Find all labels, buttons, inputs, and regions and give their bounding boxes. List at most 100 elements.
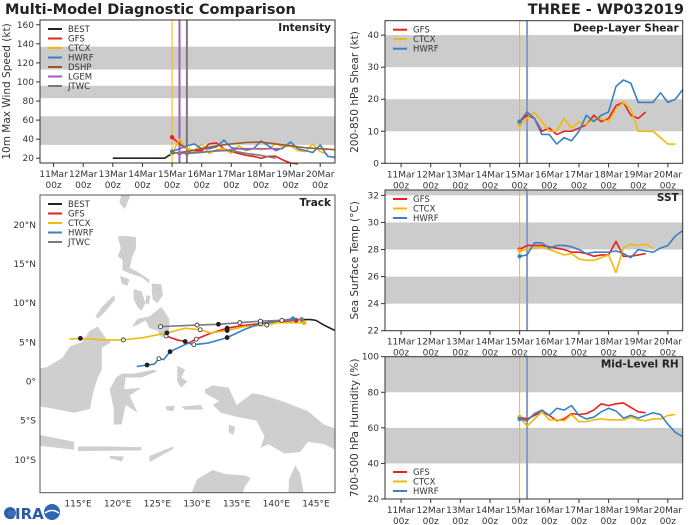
panel-title: Deep-Layer Shear	[573, 23, 679, 35]
x-tick-hour: 00z	[482, 517, 498, 525]
landmass	[40, 326, 112, 413]
x-tick-hour: 00z	[423, 349, 439, 359]
track-position-marker	[216, 321, 221, 327]
y-tick-label: 24	[368, 300, 380, 310]
x-tick-day: 12Mar	[69, 170, 98, 180]
x-tick-hour: 00z	[571, 181, 587, 191]
series-line-hwrf	[519, 79, 684, 145]
series-line-hwrf	[519, 404, 684, 438]
legend-label: CTCX	[413, 35, 436, 45]
x-tick-day: 14Mar	[476, 170, 505, 180]
legend-label: LGEM	[68, 73, 92, 83]
y-tick-label: 40	[368, 459, 380, 469]
y-tick-label: 0	[373, 159, 379, 169]
x-tick-day: 16Mar	[535, 170, 564, 180]
landmass	[40, 435, 75, 450]
lon-tick-label: 120°E	[104, 500, 132, 510]
legend-label: BEST	[68, 200, 91, 210]
panel-track: 20°N 15°N 10°N 5°N 0° 5°S 10°S 115°E 120°E 125°E 1…	[13, 194, 336, 510]
legend-label: JTWC	[67, 82, 90, 92]
landmass	[133, 289, 146, 311]
series-start-marker	[517, 254, 522, 259]
x-tick-day: 18Mar	[594, 506, 623, 516]
cira-logo: CIRA	[4, 504, 60, 523]
track-line-best	[301, 318, 335, 332]
landmass	[120, 275, 130, 286]
legend-label: GFS	[68, 210, 85, 220]
legend-label: HWRF	[413, 487, 439, 497]
y-axis-label: 700-500 hPa Humidity (%)	[349, 359, 361, 498]
panel-title: Mid-Level RH	[601, 359, 679, 371]
landmass	[191, 469, 251, 493]
track-position-marker	[264, 322, 270, 328]
x-tick-day: 12Mar	[416, 338, 445, 348]
x-tick-hour: 00z	[512, 181, 528, 191]
x-tick-day: 20Mar	[654, 170, 683, 180]
logo-text: CIRA	[4, 505, 44, 523]
x-tick-hour: 00z	[571, 349, 587, 359]
series-line-hwrf	[519, 229, 684, 259]
x-tick-hour: 00z	[393, 181, 409, 191]
x-tick-day: 19Mar	[276, 170, 305, 180]
x-tick-day: 13Mar	[446, 506, 475, 516]
series-start-marker	[517, 248, 522, 254]
x-tick-hour: 00z	[630, 181, 646, 191]
y-tick-label: 20	[368, 495, 380, 505]
x-tick-hour: 00z	[282, 181, 298, 191]
lon-tick-label: 135°E	[223, 500, 251, 510]
y-tick-label: 22	[368, 327, 379, 337]
threshold-band	[385, 356, 683, 393]
x-tick-day: 20Mar	[654, 506, 683, 516]
legend-label: HWRF	[413, 214, 439, 224]
x-tick-hour: 00z	[660, 349, 676, 359]
series-line-gfs	[519, 240, 646, 258]
x-tick-day: 19Mar	[624, 506, 653, 516]
x-tick-day: 15Mar	[505, 506, 534, 516]
series-line-dshp	[171, 141, 336, 155]
x-tick-hour: 00z	[452, 349, 468, 359]
track-position-marker	[164, 330, 170, 336]
track-start-marker	[299, 317, 305, 322]
x-tick-hour: 00z	[541, 349, 557, 359]
y-axis-label: 10m Max Wind Speed (kt)	[1, 23, 13, 159]
x-tick-day: 13Mar	[446, 170, 475, 180]
x-tick-hour: 00z	[75, 181, 91, 191]
track-position-marker	[144, 362, 150, 368]
x-tick-day: 15Mar	[505, 170, 534, 180]
x-tick-hour: 00z	[452, 517, 468, 525]
y-tick-label: 80	[368, 388, 380, 398]
landmass	[109, 455, 125, 462]
legend-label: GFS	[413, 468, 430, 478]
y-tick-label: 120	[17, 59, 34, 69]
panel-rh: 2040608010011Mar00z12Mar00z13Mar00z14Mar…	[349, 353, 684, 525]
track-position-marker	[258, 318, 263, 324]
track-position-marker	[191, 342, 197, 348]
globe-icon	[4, 507, 16, 519]
landmass	[131, 307, 170, 338]
y-axis-label: 200-850 hPa Shear (kt)	[349, 31, 361, 153]
x-tick-day: 20Mar	[306, 170, 335, 180]
y-tick-label: 32	[368, 191, 379, 201]
x-tick-hour: 00z	[423, 517, 439, 525]
y-tick-label: 20	[368, 95, 380, 105]
landmass	[151, 283, 163, 304]
legend-label: BEST	[68, 25, 91, 35]
threshold-band	[385, 427, 683, 464]
x-tick-day: 16Mar	[187, 170, 216, 180]
figure-title: Multi-Model Diagnostic Comparison	[5, 2, 296, 18]
legend-label: CTCX	[413, 478, 436, 488]
landmass	[95, 295, 116, 319]
track-position-marker	[158, 324, 163, 330]
landmass	[165, 405, 175, 412]
lat-tick-label: 10°N	[13, 299, 36, 309]
landmass	[177, 365, 188, 388]
landmass	[204, 385, 335, 454]
legend-label: GFS	[413, 195, 430, 205]
x-tick-day: 12Mar	[416, 506, 445, 516]
track-position-marker	[224, 328, 230, 333]
x-tick-hour: 00z	[512, 517, 528, 525]
series-start-marker	[517, 119, 522, 124]
panel-shear: 01020304011Mar00z12Mar00z13Mar00z14Mar00…	[349, 20, 684, 191]
panel-intensity: 2040608010012014016011Mar00z12Mar00z13Ma…	[1, 19, 336, 191]
